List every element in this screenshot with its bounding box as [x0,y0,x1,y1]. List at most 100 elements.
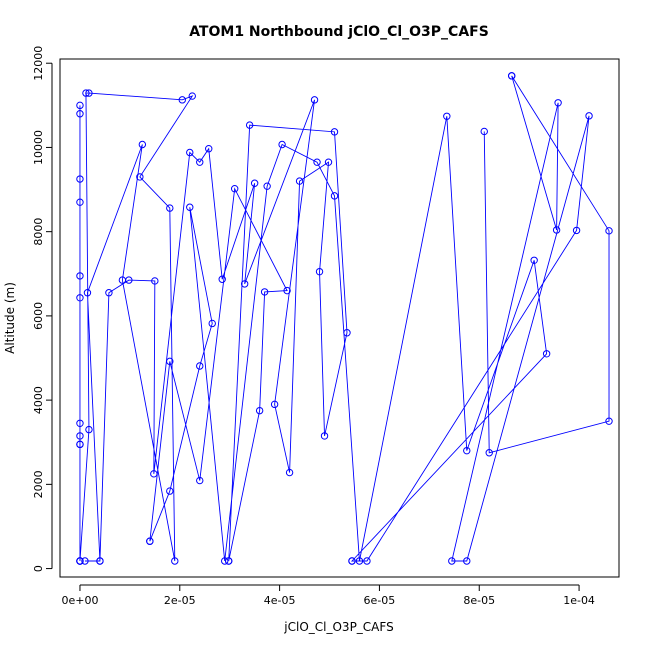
data-point [283,286,291,295]
data-point [221,557,229,565]
data-point [151,277,159,285]
data-point [448,557,456,565]
y-tick-label: 6000 [32,302,45,330]
y-tick-label: 2000 [32,470,45,498]
data-point [76,419,84,427]
data-point [76,110,84,118]
data-point [186,148,194,157]
data-point [285,468,294,477]
plot-frame [59,58,620,578]
data-point [463,446,471,455]
data-point [76,272,84,280]
data-point [76,294,84,302]
data-point [355,557,364,565]
data-point [552,226,561,234]
y-tick-label: 0 [32,565,45,572]
data-point [530,256,538,264]
data-point [178,96,186,104]
data-point [76,175,84,183]
series-lines [79,75,610,562]
data-point [218,275,226,283]
data-point [363,557,371,565]
data-point [230,185,239,193]
data-point [136,173,144,181]
data-point [295,177,304,185]
data-point [205,145,213,153]
data-point [315,267,324,276]
data-point [255,406,264,415]
x-tick-label: 8e-05 [463,594,495,607]
data-point [463,557,471,565]
data-point [320,432,329,440]
data-point [196,362,204,370]
data-point [225,557,233,565]
data-point [330,192,339,200]
x-tick-label: 6e-05 [364,594,396,607]
x-axis-label: jClO_Cl_O3P_CAFS [283,620,393,634]
data-point [572,226,581,235]
data-point [125,276,133,284]
data-point [196,476,204,485]
y-tick-label: 8000 [32,218,45,246]
data-point [313,158,321,166]
data-point [485,449,493,457]
data-point [76,557,84,565]
y-tick-label: 4000 [32,386,45,414]
y-tick-label: 12000 [32,46,45,81]
x-tick-label: 4e-05 [264,594,296,607]
data-point [138,140,147,149]
data-point [171,557,179,565]
data-point [324,158,333,166]
data-point [81,557,89,565]
data-point [196,158,204,166]
data-point [166,357,174,366]
data-point [507,72,516,80]
chart-title: ATOM1 Northbound jClO_Cl_O3P_CAFS [189,24,489,40]
data-point [240,280,249,288]
data-point [605,417,613,425]
data-point [166,204,174,212]
data-point [76,440,84,449]
data-point [260,288,269,296]
data-point [188,92,196,100]
data-point [76,101,84,110]
data-point [76,198,84,206]
data-point [76,432,84,440]
y-axis: 0 2000 4000 6000 8000 10000 12000 [32,46,53,572]
x-axis: 0e+00 2e-05 4e-05 6e-05 8e-05 1e-04 [61,584,595,607]
data-point [146,537,154,545]
data-point [542,350,551,358]
data-point [348,557,356,565]
y-axis-label: Altitude (m) [3,282,17,354]
x-tick-label: 1e-04 [563,594,595,607]
data-point [480,127,488,136]
data-point [443,112,451,120]
data-point [166,487,174,495]
data-point [310,96,319,104]
data-point [245,121,254,129]
data-point [208,319,216,328]
data-point [96,557,104,565]
data-point [85,89,93,97]
data-point [105,289,113,297]
data-point [585,112,593,120]
y-tick-label: 10000 [32,130,45,165]
data-point [250,179,259,187]
data-point [554,99,562,107]
data-point [186,203,194,211]
x-tick-label: 2e-05 [164,594,196,607]
data-point [85,425,93,434]
data-point [150,470,158,478]
data-point [263,182,271,190]
data-point [605,227,613,235]
series-points [76,72,613,565]
data-point [82,89,90,97]
data-point [270,400,279,409]
data-point [330,128,339,136]
x-tick-label: 0e+00 [61,594,98,607]
data-point [343,329,351,337]
data-point [83,289,92,297]
